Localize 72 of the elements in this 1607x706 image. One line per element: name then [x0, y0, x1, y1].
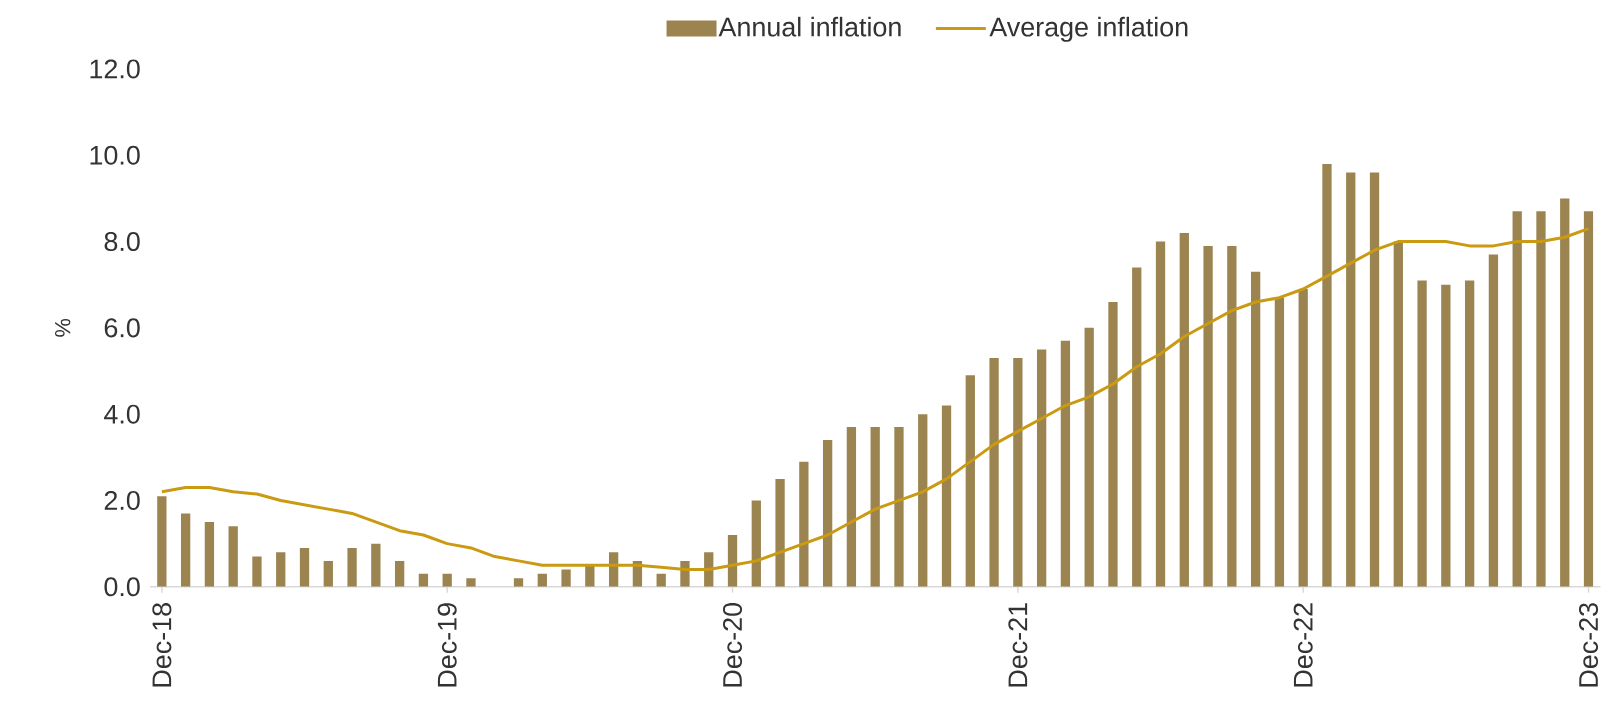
bar — [1560, 198, 1570, 587]
bar — [323, 561, 333, 587]
bar — [989, 358, 999, 587]
bar — [1227, 246, 1237, 587]
bar — [894, 427, 904, 587]
bar — [918, 414, 928, 587]
y-tick-label: 4.0 — [104, 404, 140, 424]
x-tick-label: Dec-19 — [437, 603, 457, 687]
bar — [775, 479, 785, 587]
bar — [466, 578, 476, 587]
y-axis-title: % — [55, 319, 71, 337]
x-tick-label: Dec-18 — [152, 603, 172, 687]
y-tick-label: 0.0 — [104, 577, 140, 597]
bar — [1417, 280, 1427, 587]
bar — [1274, 297, 1285, 587]
bar — [846, 427, 857, 587]
bar — [228, 526, 238, 587]
bar — [656, 573, 666, 587]
bar — [1036, 349, 1047, 587]
legend-label: Average inflation — [989, 16, 1188, 42]
bar — [418, 573, 429, 587]
bar — [822, 440, 833, 587]
bar — [1488, 254, 1499, 587]
y-tick-label: 6.0 — [104, 318, 140, 338]
bar — [1203, 246, 1213, 587]
bar — [1132, 267, 1142, 587]
y-tick-label: 10.0 — [90, 145, 140, 165]
bar — [751, 500, 761, 587]
bar — [1084, 327, 1094, 587]
bar — [394, 561, 405, 587]
bar — [299, 548, 310, 587]
bar — [157, 496, 167, 587]
bar — [1583, 211, 1594, 587]
bar — [727, 535, 738, 587]
bar — [1060, 340, 1071, 587]
bar — [1512, 211, 1522, 587]
bar — [537, 573, 547, 587]
bar — [870, 427, 880, 587]
bar — [561, 569, 571, 587]
bar — [371, 543, 381, 587]
x-tick-label: Dec-23 — [1579, 603, 1599, 687]
bar — [1393, 241, 1403, 587]
x-tick-label: Dec-22 — [1293, 603, 1313, 687]
bar — [1250, 271, 1261, 587]
bar — [965, 375, 975, 587]
y-tick-label: 2.0 — [104, 491, 140, 511]
bar — [442, 573, 452, 587]
bar — [799, 461, 809, 587]
y-tick-label: 12.0 — [90, 59, 140, 79]
bar — [1322, 164, 1332, 587]
bar — [252, 556, 262, 587]
bar — [204, 522, 215, 587]
bar — [1441, 284, 1451, 587]
bar — [1464, 280, 1475, 587]
bar — [1108, 302, 1118, 587]
bar — [347, 548, 357, 587]
bar — [180, 513, 191, 587]
bar — [276, 552, 286, 587]
bar — [585, 565, 595, 587]
bar — [1155, 241, 1166, 587]
x-tick-label: Dec-20 — [723, 603, 743, 687]
x-tick-label: Dec-21 — [1008, 603, 1028, 687]
legend-label: Annual inflation — [718, 16, 901, 37]
bar — [1536, 211, 1546, 587]
y-tick-label: 8.0 — [104, 232, 140, 252]
bar — [1179, 233, 1189, 587]
bar — [1298, 289, 1308, 587]
bar — [941, 405, 952, 587]
bar — [1346, 172, 1356, 587]
bar — [513, 578, 524, 587]
bar — [1013, 358, 1023, 587]
bar — [1369, 172, 1380, 587]
